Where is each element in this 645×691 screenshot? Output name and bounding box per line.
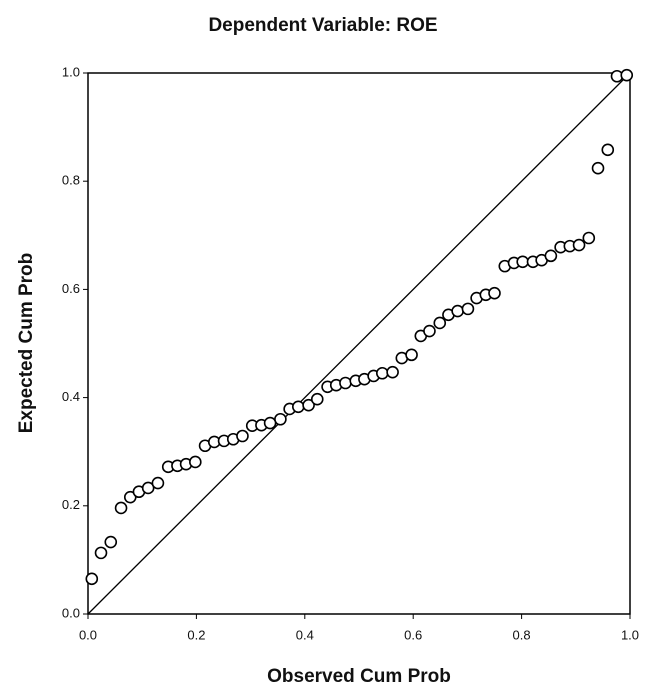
point	[310, 392, 324, 406]
point	[423, 324, 436, 338]
point	[461, 302, 475, 316]
point	[433, 316, 447, 330]
point	[488, 286, 501, 300]
point	[572, 238, 586, 252]
point	[274, 412, 287, 426]
point	[151, 476, 165, 490]
x-tick-label: 0.2	[187, 627, 205, 642]
point	[620, 68, 634, 82]
x-axis-label: Observed Cum Prob	[267, 666, 451, 687]
x-tick-label: 0.0	[79, 627, 97, 642]
point	[263, 416, 277, 430]
y-tick-label: 0.2	[62, 497, 80, 512]
plot-frame	[87, 72, 631, 615]
point	[189, 455, 202, 469]
point	[591, 161, 605, 175]
y-tick-label: 0.8	[62, 173, 80, 188]
point	[386, 365, 399, 379]
point	[114, 501, 128, 515]
point	[291, 400, 305, 414]
y-tick-label: 0.6	[62, 281, 80, 296]
reference-line	[87, 72, 631, 615]
y-tick-label: 1.0	[62, 64, 80, 79]
point	[405, 348, 418, 362]
x-tick-label: 0.6	[404, 627, 422, 642]
point	[451, 304, 464, 318]
point	[376, 366, 389, 380]
point	[104, 535, 118, 549]
point	[582, 231, 596, 245]
x-tick-label: 0.8	[513, 627, 531, 642]
x-tick-label: 0.4	[296, 627, 314, 642]
y-tick-label: 0.0	[62, 605, 80, 620]
chart-title: Dependent Variable: ROE	[208, 15, 437, 36]
y-tick-label: 0.4	[62, 389, 80, 404]
point	[85, 572, 99, 586]
point	[141, 481, 155, 495]
point	[236, 429, 249, 443]
point	[516, 255, 529, 269]
x-tick-label: 1.0	[621, 627, 639, 642]
y-axis-label: Expected Cum Prob	[16, 253, 37, 434]
point	[94, 546, 108, 560]
point	[601, 143, 615, 157]
point	[339, 376, 352, 390]
point	[544, 249, 558, 263]
point	[302, 398, 315, 412]
